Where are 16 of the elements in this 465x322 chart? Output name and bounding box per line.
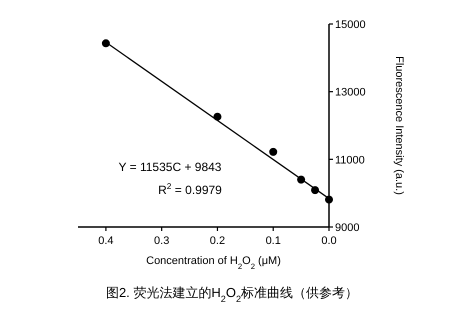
annotation: Y = 11535C + 9843 [118,160,222,174]
annotation: R$^{2}$ = 0.9979 [158,181,222,197]
y-tick-label: 9000 [335,222,360,234]
y-tick-label: 11000 [335,154,365,166]
x-tick-label: 0.2 [210,235,226,247]
x-tick-label: 0.3 [154,235,170,247]
x-tick-label: 0.0 [321,235,337,247]
x-tick-label: 0.1 [266,235,281,247]
point [269,148,278,156]
x-axis-title: Concentration of H$_{2}$O$_{2}$ (μM) [146,255,281,270]
y-axis-title: Fluorescence Intensity (a.u.) [393,56,405,195]
y-tick-label: 13000 [335,86,366,99]
y-tick-label: 15000 [335,19,366,31]
annotation: 图2. 荧光法建立的H$_{2}$O$_{2}$标准曲线（供参考） [106,285,358,304]
x-tick-label: 0.4 [98,235,114,247]
point [325,196,333,204]
